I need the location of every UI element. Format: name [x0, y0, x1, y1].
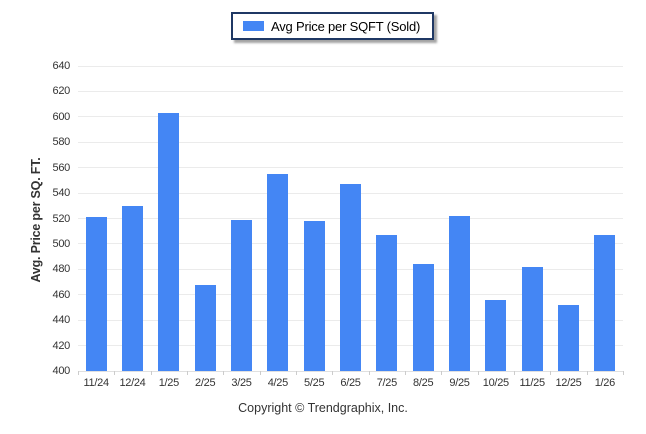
x-tick-label-11-25: 11/25: [519, 377, 546, 389]
x-axis-tick: [549, 371, 551, 375]
gridline-640: [78, 65, 623, 67]
bar-10-25[interactable]: [485, 299, 507, 371]
x-axis-tick: [586, 371, 588, 375]
y-tick-label-520: 520: [52, 212, 71, 225]
bar-1-26[interactable]: [594, 235, 616, 371]
x-tick-label-5-25: 5/25: [304, 377, 325, 389]
y-tick-label-540: 540: [52, 187, 71, 200]
y-tick-label-500: 500: [52, 237, 71, 250]
bar-12-24[interactable]: [122, 205, 143, 371]
gridline-580: [78, 141, 623, 143]
x-axis-tick: [186, 371, 188, 375]
gridline-560: [78, 167, 623, 169]
x-tick-label-4-25: 4/25: [267, 377, 289, 389]
y-tick-label-480: 480: [52, 263, 71, 276]
bar-11-24[interactable]: [85, 217, 107, 371]
plot-area: [77, 65, 624, 375]
x-tick-label-10-25: 10/25: [482, 377, 509, 389]
y-tick-label-560: 560: [52, 161, 71, 174]
x-axis-tick: [477, 371, 479, 375]
bar-5-25[interactable]: [303, 221, 325, 371]
x-axis-tick: [622, 371, 624, 375]
x-axis-tick: [295, 371, 297, 375]
bar-12-25[interactable]: [558, 304, 579, 371]
x-axis-tick: [368, 371, 370, 375]
y-tick-label-640: 640: [52, 60, 71, 72]
x-axis-tick: [77, 371, 79, 375]
x-axis-tick: [440, 371, 442, 375]
x-tick-label-12-24: 12/24: [119, 377, 146, 389]
x-tick-label-11-24: 11/24: [83, 377, 110, 389]
legend: Avg Price per SQFT (Sold): [231, 12, 435, 40]
x-axis-tick: [404, 371, 406, 375]
bar-8-25[interactable]: [412, 264, 434, 371]
x-axis-tick: [150, 371, 152, 375]
y-tick-label-440: 440: [52, 314, 71, 327]
x-tick-label-6-25: 6/25: [340, 377, 361, 389]
y-tick-label-620: 620: [52, 85, 71, 98]
y-tick-label-400: 400: [52, 365, 71, 377]
x-axis-tick: [222, 371, 224, 375]
gridline-620: [78, 90, 623, 92]
x-tick-label-1-26: 1/26: [594, 377, 616, 389]
gridline-400: [78, 370, 623, 372]
x-tick-label-12-25: 12/25: [555, 377, 582, 389]
y-tick-label-420: 420: [52, 339, 71, 352]
x-axis-tick: [513, 371, 515, 375]
x-tick-label-3-25: 3/25: [231, 377, 252, 389]
gridline-600: [78, 116, 623, 118]
x-tick-label-7-25: 7/25: [376, 377, 398, 389]
bar-4-25[interactable]: [267, 174, 289, 371]
x-axis-tick: [331, 371, 333, 375]
legend-swatch-icon: [243, 21, 264, 31]
bar-6-25[interactable]: [340, 184, 361, 371]
bar-2-25[interactable]: [194, 284, 216, 371]
bar-3-25[interactable]: [231, 219, 252, 371]
y-tick-label-580: 580: [52, 136, 71, 149]
x-tick-label-1-25: 1/25: [158, 377, 180, 389]
copyright-footer: Copyright © Trendgraphix, Inc.: [238, 401, 408, 415]
y-tick-label-460: 460: [52, 288, 71, 301]
legend-label: Avg Price per SQFT (Sold): [271, 18, 421, 34]
bar-11-25[interactable]: [521, 266, 543, 371]
x-tick-label-9-25: 9/25: [449, 377, 470, 389]
x-tick-label-8-25: 8/25: [413, 377, 434, 389]
bar-1-25[interactable]: [158, 113, 180, 371]
bar-7-25[interactable]: [376, 235, 398, 371]
x-axis-tick: [259, 371, 261, 375]
bar-9-25[interactable]: [449, 215, 470, 371]
y-tick-label-600: 600: [52, 110, 71, 123]
x-axis-tick: [113, 371, 115, 375]
x-tick-label-2-25: 2/25: [195, 377, 216, 389]
